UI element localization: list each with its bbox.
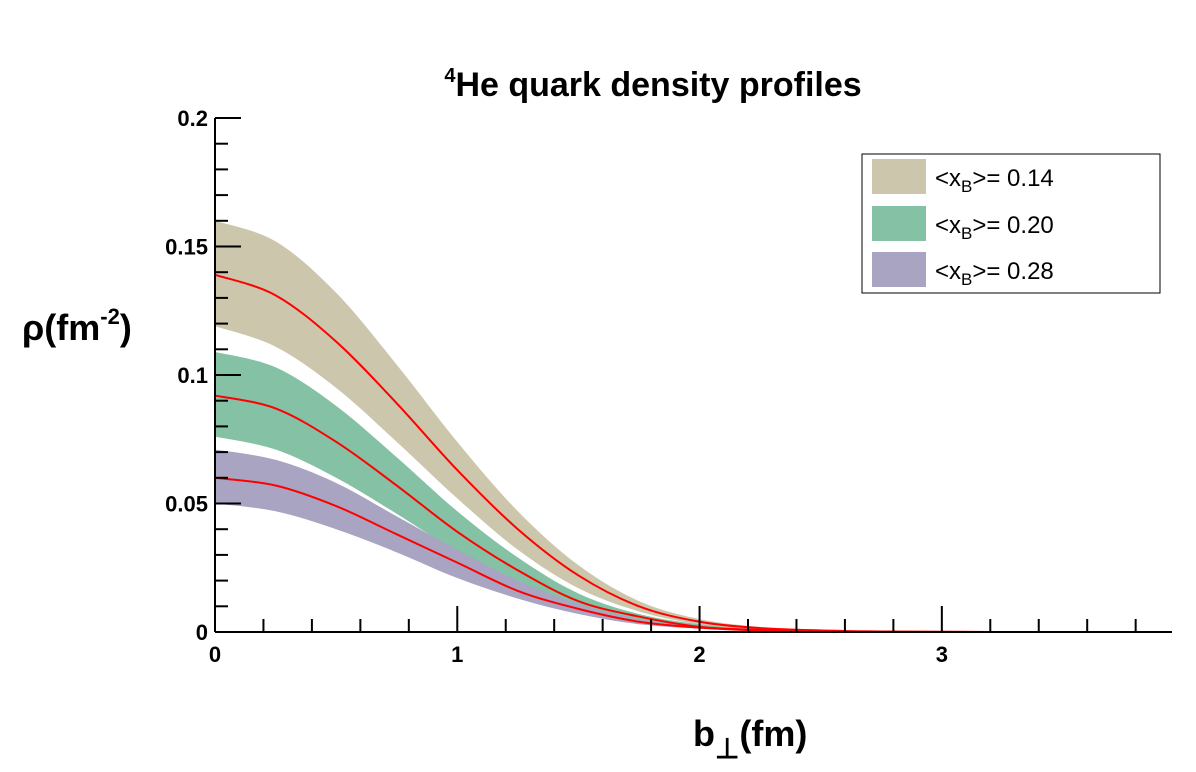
y-tick-label: 0.2: [177, 106, 208, 131]
y-tick-label: 0: [196, 620, 208, 645]
chart-title: 4He quark density profiles: [444, 65, 861, 104]
central-line-series-2: [214, 476, 942, 634]
y-axis-title-main: ρ(fm: [22, 307, 100, 348]
legend: <xB>= 0.14 <xB>= 0.20 <xB>= 0.28: [861, 153, 1161, 294]
x-ticks: 0 1 2 3: [209, 606, 1137, 667]
y-axis-title: ρ(fm-2): [22, 304, 132, 348]
x-axis-title-main: b: [693, 713, 715, 754]
x-tick-label: 0: [209, 642, 221, 667]
y-tick-label: 0.05: [165, 492, 208, 517]
y-ticks: 0 0.05 0.1 0.15 0.2: [165, 106, 241, 645]
legend-swatch-2: [872, 252, 926, 287]
axes: 0 0.05 0.1 0.15 0.2 0 1 2 3: [165, 106, 1172, 667]
x-axis-title: b⊥(fm): [693, 713, 807, 764]
legend-swatch-0: [872, 159, 926, 194]
y-tick-label: 0.15: [165, 235, 208, 260]
y-axis-title-rest: ): [120, 307, 132, 348]
chart-title-text: He quark density profiles: [455, 66, 861, 104]
x-axis-title-subscript: ⊥: [715, 733, 739, 764]
band-layer: [215, 220, 991, 633]
x-tick-label: 3: [936, 642, 948, 667]
legend-swatch-1: [872, 206, 926, 241]
legend-label-1: <xB>= 0.20: [935, 212, 1054, 243]
x-tick-label: 2: [693, 642, 705, 667]
x-axis-title-rest: (fm): [739, 713, 807, 754]
chart-title-superscript: 4: [444, 65, 456, 87]
legend-label-2: <xB>= 0.28: [935, 258, 1054, 289]
band-series-0: [215, 220, 991, 633]
band-series-1: [215, 351, 942, 633]
y-tick-label: 0.1: [177, 363, 208, 388]
x-tick-label: 1: [451, 642, 463, 667]
y-axis-title-superscript: -2: [100, 304, 120, 329]
band-series-2: [215, 449, 942, 633]
legend-label-0: <xB>= 0.14: [935, 165, 1054, 196]
